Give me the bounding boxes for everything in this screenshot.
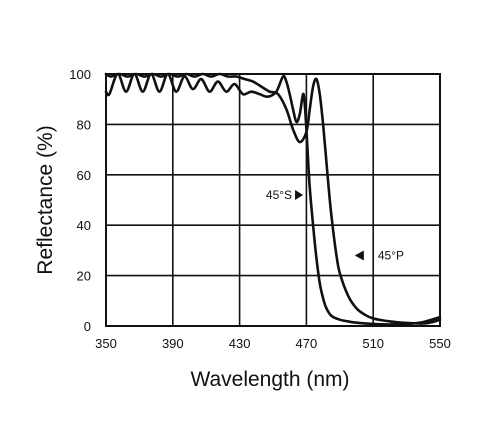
x-tick-label: 390 bbox=[162, 336, 184, 351]
series-line-p bbox=[104, 72, 442, 325]
annotation-label-p: 45°P bbox=[378, 248, 404, 262]
x-tick-label: 350 bbox=[95, 336, 117, 351]
y-tick-label: 60 bbox=[77, 168, 91, 183]
y-tick-label: 40 bbox=[77, 218, 91, 233]
y-tick-labels: 0 20 40 60 80 100 bbox=[69, 67, 91, 334]
x-tick-label: 550 bbox=[429, 336, 451, 351]
x-tick-label: 510 bbox=[362, 336, 384, 351]
annotation-arrow-p bbox=[354, 250, 364, 261]
y-tick-label: 80 bbox=[77, 117, 91, 132]
annotation-arrow-s bbox=[295, 189, 304, 200]
x-tick-label: 470 bbox=[296, 336, 318, 351]
series-annotations: 45°S 45°P bbox=[266, 188, 404, 262]
plot-frame bbox=[105, 73, 441, 327]
y-axis-title: Reflectance (%) bbox=[34, 125, 57, 274]
x-axis-title: Wavelength (nm) bbox=[190, 368, 349, 391]
annotation-label-s: 45°S bbox=[266, 188, 292, 202]
x-tick-labels: 350 390 430 470 510 550 bbox=[95, 336, 451, 351]
x-tick-label: 430 bbox=[229, 336, 251, 351]
y-tick-label: 0 bbox=[84, 319, 91, 334]
y-tick-label: 100 bbox=[69, 67, 91, 82]
y-tick-label: 20 bbox=[77, 269, 91, 284]
